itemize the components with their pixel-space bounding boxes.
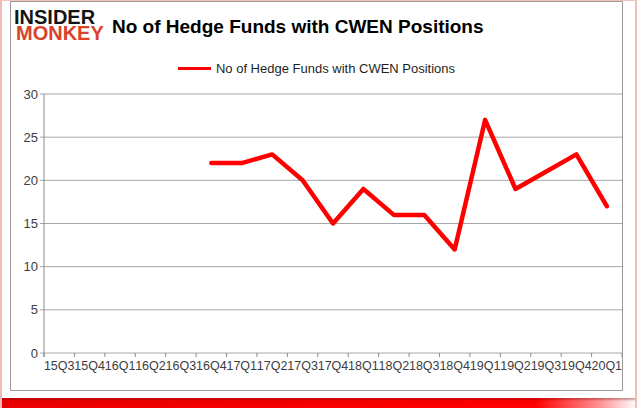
x-tick-label: 17Q1 [225, 359, 259, 373]
y-tick-label: 10 [11, 260, 38, 273]
x-tick-label: 19Q4 [559, 359, 593, 373]
x-tick-label: 17Q4 [316, 359, 350, 373]
y-tick-label: 0 [11, 347, 38, 360]
x-tick-label: 18Q4 [438, 359, 472, 373]
x-tick-label: 17Q2 [255, 359, 289, 373]
y-tick-label: 15 [11, 217, 38, 230]
x-tick-label: 19Q2 [499, 359, 533, 373]
x-tick-label: 15Q3 [42, 359, 76, 373]
x-tick-label: 16Q3 [164, 359, 198, 373]
x-tick-label: 17Q3 [286, 359, 320, 373]
series-line [211, 120, 607, 250]
line-chart-canvas [11, 2, 622, 390]
x-tick-label: 16Q2 [133, 359, 167, 373]
y-tick-label: 5 [11, 303, 38, 316]
x-tick-label: 18Q2 [377, 359, 411, 373]
x-tick-label: 18Q1 [346, 359, 380, 373]
x-tick-label: 16Q1 [103, 359, 137, 373]
x-tick-label: 19Q1 [468, 359, 502, 373]
y-tick-label: 25 [11, 131, 38, 144]
x-tick-label: 20Q1 [590, 359, 624, 373]
x-tick-label: 19Q3 [529, 359, 563, 373]
chart-frame: INSIDER MONKEY No of Hedge Funds with CW… [10, 1, 623, 391]
x-tick-label: 16Q4 [194, 359, 228, 373]
y-tick-label: 30 [11, 88, 38, 101]
chart-page: { "logo": { "line1": "INSIDER", "line2":… [0, 0, 637, 408]
bottom-red-strip [0, 398, 637, 408]
y-tick-label: 20 [11, 174, 38, 187]
x-tick-label: 18Q3 [407, 359, 441, 373]
x-tick-label: 15Q4 [73, 359, 107, 373]
